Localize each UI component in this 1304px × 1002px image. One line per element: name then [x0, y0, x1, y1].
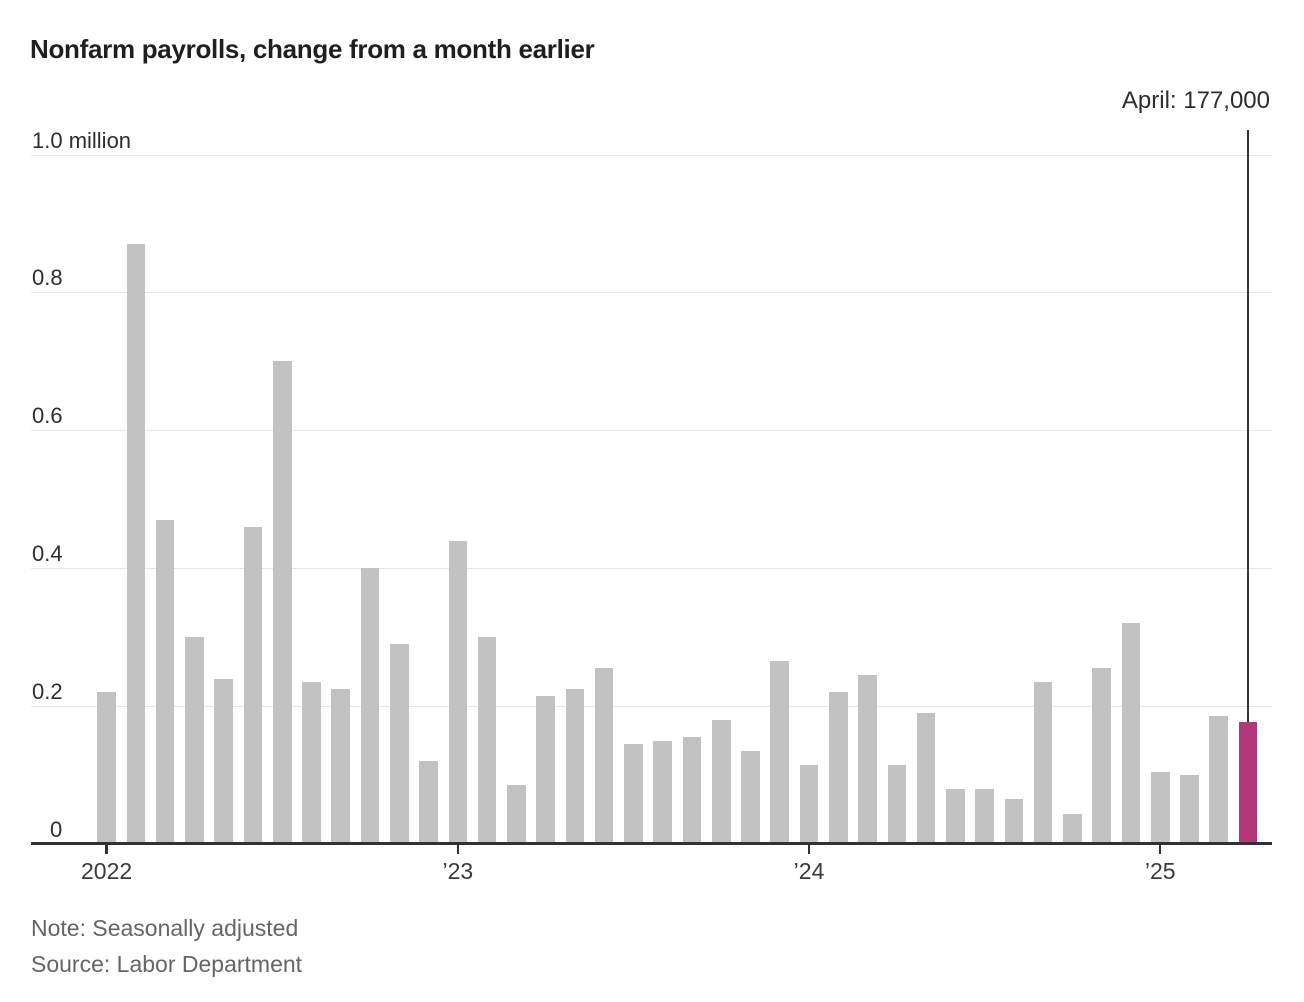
bar-oct-2022: [360, 568, 380, 844]
x-axis-tick-23: [456, 845, 460, 854]
x-axis-label-24: ’24: [793, 858, 825, 884]
gridline-0.8: [31, 292, 1272, 294]
bar-oct-2024: [1063, 813, 1082, 844]
bar-nov-2023: [741, 750, 760, 844]
y-axis-label-0: 0: [50, 817, 63, 842]
bar-apr-2025-highlighted: [1238, 721, 1258, 844]
bar-dec-2022: [419, 761, 438, 844]
y-axis-label-1.0-million: 1.0 million: [32, 127, 132, 153]
bar-jan-2025: [1150, 771, 1170, 844]
bar-sep-2024: [1033, 681, 1053, 844]
bar-feb-2023: [477, 637, 497, 844]
annotation-line: [1247, 130, 1250, 722]
x-axis-tick-2022: [105, 845, 108, 854]
gridline-0.2: [31, 706, 1272, 708]
bar-may-2024: [916, 712, 936, 844]
bar-jul-2022: [272, 361, 292, 844]
x-axis-label-25: ’25: [1144, 858, 1176, 884]
bar-nov-2022: [389, 644, 409, 844]
bar-oct-2023: [711, 719, 731, 844]
bar-dec-2024: [1121, 623, 1141, 844]
bar-aug-2024: [1004, 799, 1024, 844]
y-axis-label-0.8: 0.8: [32, 265, 63, 291]
bar-mar-2022: [155, 519, 175, 844]
bar-aug-2023: [653, 740, 672, 844]
bar-nov-2024: [1092, 668, 1111, 844]
bar-mar-2023: [507, 785, 526, 844]
y-axis-label-0.4: 0.4: [32, 541, 63, 567]
gridline-0.4: [31, 568, 1272, 570]
chart-title: Nonfarm payrolls, change from a month ea…: [30, 34, 595, 64]
bar-apr-2024: [887, 764, 907, 844]
y-axis-label-0.2: 0.2: [32, 679, 63, 705]
bar-mar-2024: [858, 675, 877, 844]
bar-jul-2023: [624, 744, 643, 844]
y-axis-label-0.6: 0.6: [32, 403, 63, 429]
bar-dec-2023: [770, 661, 790, 844]
x-axis-tick-24: [807, 845, 811, 854]
bar-sep-2022: [331, 688, 351, 844]
source-text: Source: Labor Department: [31, 951, 303, 977]
gridline-0.6: [31, 430, 1272, 432]
bar-feb-2024: [829, 692, 848, 844]
bar-aug-2022: [302, 681, 321, 844]
bar-may-2022: [214, 678, 233, 844]
bar-feb-2022: [126, 244, 146, 844]
bar-jun-2023: [594, 668, 614, 844]
note-text: Note: Seasonally adjusted: [31, 915, 299, 941]
x-axis-label-2022: 2022: [81, 858, 133, 884]
annotation-label: April: 177,000: [1121, 87, 1270, 114]
x-axis-label-23: ’23: [442, 858, 474, 884]
bar-sep-2023: [682, 737, 702, 844]
gridline-1.0-million: [31, 154, 1272, 156]
bar-jun-2022: [243, 526, 263, 844]
bar-jan-2023: [448, 540, 468, 844]
bar-apr-2023: [536, 695, 555, 844]
x-axis-tick-25: [1158, 845, 1162, 854]
bar-mar-2025: [1209, 716, 1229, 844]
bar-jun-2024: [946, 788, 965, 844]
bar-jul-2024: [975, 788, 994, 844]
bar-jan-2022: [97, 692, 116, 844]
bar-jan-2024: [799, 764, 819, 844]
bar-apr-2022: [185, 637, 204, 844]
bar-may-2023: [565, 688, 585, 844]
bar-feb-2025: [1180, 775, 1199, 844]
x-axis-line: [31, 842, 1272, 845]
